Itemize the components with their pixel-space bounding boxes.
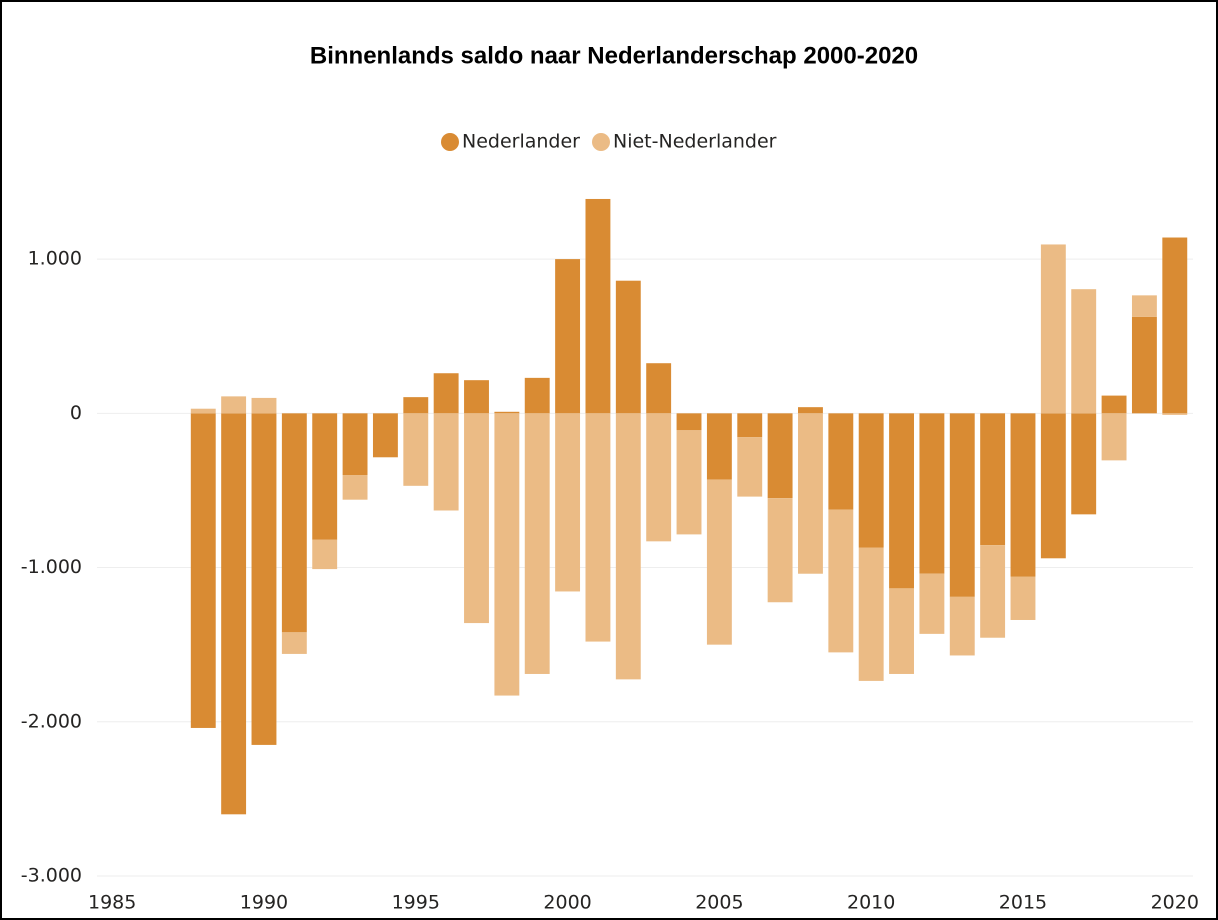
bar [464,380,489,414]
bar [190,408,216,414]
bar [312,413,338,540]
bar [889,588,914,674]
bar [524,377,550,414]
legend-label: Nederlander [462,131,580,153]
bar [342,475,368,500]
bar [1071,289,1097,414]
legend-swatch [441,133,459,151]
bar [646,363,672,414]
x-tick-label: 1995 [392,892,440,914]
x-tick-label: 2005 [695,892,743,914]
bar [949,413,975,597]
y-tick-label: 1.000 [28,248,82,270]
bar [676,413,702,431]
bar [585,198,611,414]
bar [1010,413,1036,577]
bar [676,430,702,535]
bar [524,413,550,674]
bar [1162,413,1188,415]
bar [737,413,763,438]
x-tick-label: 2015 [999,892,1047,914]
bar [555,259,581,414]
chart-title: Binnenlands saldo naar Nederlanderschap … [310,42,918,69]
bar [585,413,611,642]
bar [190,413,216,728]
bar [1101,395,1127,414]
bar [767,498,793,603]
bar [828,413,854,510]
bar [858,547,884,681]
legend-swatch [592,133,610,151]
bar [706,413,732,480]
bar [737,437,763,497]
bar [919,413,945,574]
bar [798,407,823,414]
bar [1131,316,1157,414]
bar [1162,237,1188,414]
x-tick-label: 2010 [847,892,895,914]
bar [221,396,247,414]
bar [919,573,945,634]
bar [281,632,307,654]
bar [615,280,641,414]
bar [494,413,520,696]
bar [858,413,884,548]
bar [372,413,398,458]
y-tick-label: 0 [70,402,82,424]
bar [1101,413,1127,461]
y-tick-label: -3.000 [21,865,82,887]
bar [403,397,429,414]
bar [251,397,277,414]
bar [798,413,823,574]
bar [828,509,854,653]
x-tick-label: 2020 [1151,892,1199,914]
bar [555,413,581,592]
bar [464,413,489,624]
x-tick-label: 1985 [88,892,136,914]
bar [342,413,368,476]
bar [949,596,975,656]
y-tick-label: -2.000 [21,710,82,732]
bar [1071,413,1097,515]
bar [403,413,429,486]
bar [1040,413,1066,559]
bar [706,479,732,645]
bar [646,413,672,542]
bar [1040,244,1066,414]
x-tick-label: 2000 [543,892,591,914]
y-tick-label: -1.000 [21,556,82,578]
bar [281,413,307,633]
bar [433,413,459,511]
bar [494,411,520,414]
bar [767,413,793,499]
bar [1010,576,1036,620]
bar [980,413,1006,546]
x-tick-label: 1990 [240,892,288,914]
bar [889,413,914,589]
legend-label: Niet-Nederlander [613,131,777,153]
bar [312,539,338,570]
bar [433,373,459,414]
bar [980,545,1006,638]
bar [251,413,277,745]
bar [221,413,247,815]
bar [615,413,641,680]
bar [1131,295,1157,317]
